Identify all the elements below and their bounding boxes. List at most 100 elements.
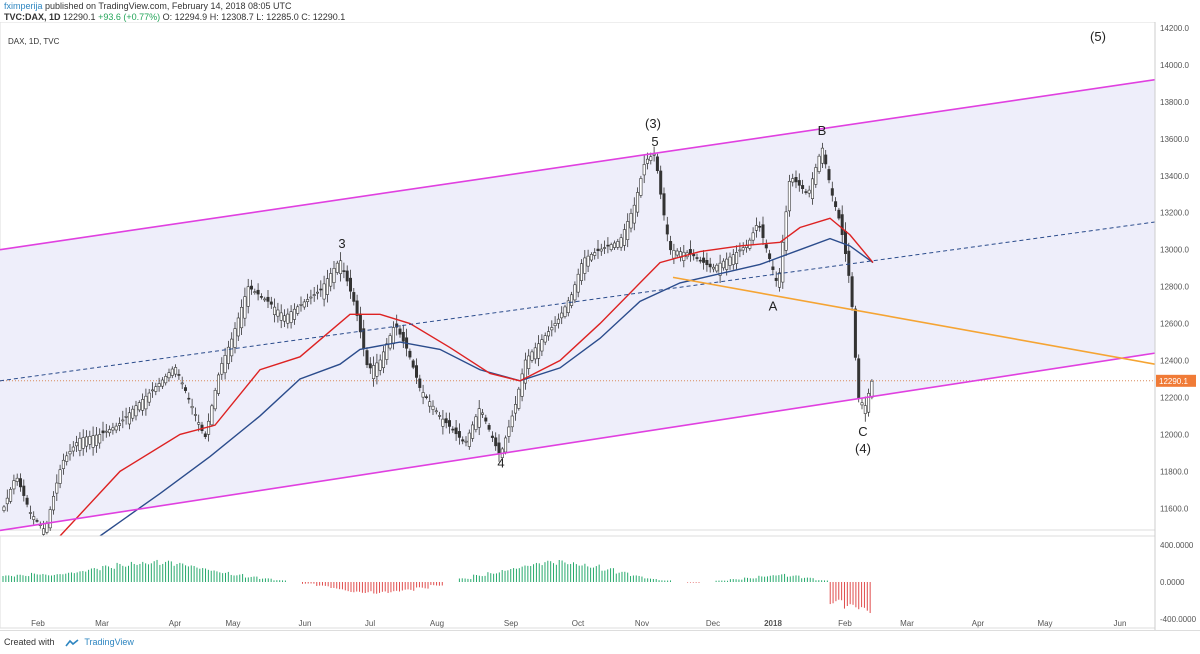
candle-body — [362, 328, 366, 349]
candle-body — [622, 229, 626, 246]
candle-body — [840, 214, 844, 235]
candle-body — [94, 434, 98, 446]
x-tick-label: May — [225, 619, 240, 628]
author-link[interactable]: fximperija — [4, 1, 43, 11]
candle-body — [728, 256, 732, 266]
candle-body — [114, 425, 118, 431]
candle-body — [715, 264, 719, 272]
candle-body — [193, 414, 197, 416]
candle-body — [421, 392, 425, 398]
candle-body — [731, 254, 735, 265]
candle-body — [662, 193, 666, 216]
price-pane — [0, 22, 1156, 542]
axes: 11600.0 11800.0 12000.0 12200.0 12400.0 12600… — [31, 22, 1197, 630]
candle-body — [315, 291, 319, 294]
candle-body — [263, 298, 267, 301]
candle-body — [210, 405, 214, 426]
wave-label: (3) — [645, 116, 661, 131]
candle-body — [388, 335, 392, 349]
candle-body — [134, 405, 138, 417]
y-tick-label: 11600.0 — [1160, 504, 1189, 513]
candle-body — [428, 401, 432, 407]
candle-body — [523, 359, 527, 384]
wave-label: A — [769, 299, 778, 314]
candle-body — [484, 417, 488, 422]
candle-body — [124, 416, 128, 418]
candle-body — [365, 350, 369, 366]
wave-label: (4) — [855, 441, 871, 456]
ohlc-line: TVC:DAX, 1D 12290.1 +93.6 (+0.77%) O: 12… — [4, 12, 1196, 23]
last-price-tag — [1156, 374, 1196, 387]
candle-body — [794, 177, 798, 183]
chart-header: fximperija published on TradingView.com,… — [0, 0, 1200, 22]
candle-body — [665, 224, 669, 235]
close-value: 12290.1 — [63, 12, 96, 22]
candle-body — [322, 283, 326, 300]
candle-body — [187, 397, 191, 400]
candle-body — [203, 433, 207, 437]
candle-body — [540, 339, 544, 352]
price-chart[interactable]: 11600.0 11800.0 12000.0 12200.0 12400.0 12600… — [0, 22, 1200, 630]
candle-body — [652, 153, 656, 156]
candle-body — [692, 253, 696, 257]
candle-body — [233, 328, 237, 348]
candle-body — [454, 427, 458, 435]
candle-body — [863, 405, 867, 414]
candle-body — [306, 299, 310, 302]
candle-body — [777, 272, 781, 288]
candle-body — [599, 248, 603, 252]
x-tick-label: Aug — [430, 619, 444, 628]
candle-body — [589, 254, 593, 261]
candle-body — [164, 376, 168, 384]
candle-body — [609, 244, 613, 251]
candle-body — [279, 312, 283, 321]
candle-body — [2, 506, 6, 511]
candle-body — [118, 423, 122, 426]
tradingview-link[interactable]: TradingView — [84, 637, 134, 647]
candle-body — [88, 435, 92, 445]
candle-body — [395, 323, 399, 328]
candle-body — [438, 415, 442, 417]
candle-body — [391, 327, 395, 345]
candle-body — [368, 363, 372, 369]
candle-body — [705, 260, 709, 266]
candle-body — [814, 167, 818, 185]
y-tick-label: 13600.0 — [1160, 135, 1189, 144]
candle-body — [596, 248, 600, 252]
candle-body — [530, 351, 534, 361]
chart-legend: DAX, 1D, TVC — [8, 37, 60, 46]
candle-body — [655, 156, 659, 172]
y-tick-label: 13400.0 — [1160, 172, 1189, 181]
candle-body — [553, 323, 557, 326]
candle-body — [738, 249, 742, 252]
symbol-label: TVC:DAX, 1D — [4, 12, 61, 22]
candle-body — [217, 374, 221, 394]
candle-body — [616, 241, 620, 248]
candle-body — [754, 225, 758, 231]
candle-body — [226, 346, 230, 364]
candle-body — [447, 420, 451, 427]
candle-body — [507, 426, 511, 437]
wave-label: (5) — [1090, 29, 1106, 44]
orange-trendline — [672, 276, 1156, 365]
candle-body — [160, 379, 164, 387]
candle-body — [213, 390, 217, 410]
candle-body — [157, 383, 161, 387]
y-tick-label: 13000.0 — [1160, 246, 1189, 255]
candle-body — [543, 335, 547, 343]
candle-body — [510, 415, 514, 428]
candle-body — [702, 257, 706, 263]
candle-body — [748, 239, 752, 249]
candle-body — [266, 296, 270, 302]
candle-body — [467, 432, 471, 447]
candle-body — [787, 181, 791, 212]
y-tick-label: 14000.0 — [1160, 61, 1189, 70]
candle-body — [418, 378, 422, 388]
candle-body — [659, 170, 663, 195]
candle-body — [197, 422, 201, 425]
publish-line: fximperija published on TradingView.com,… — [4, 1, 1196, 12]
candle-body — [711, 266, 715, 270]
y-tick-label: 12600.0 — [1160, 320, 1189, 329]
candle-body — [309, 296, 313, 299]
x-tick-label: Jun — [1114, 619, 1127, 628]
